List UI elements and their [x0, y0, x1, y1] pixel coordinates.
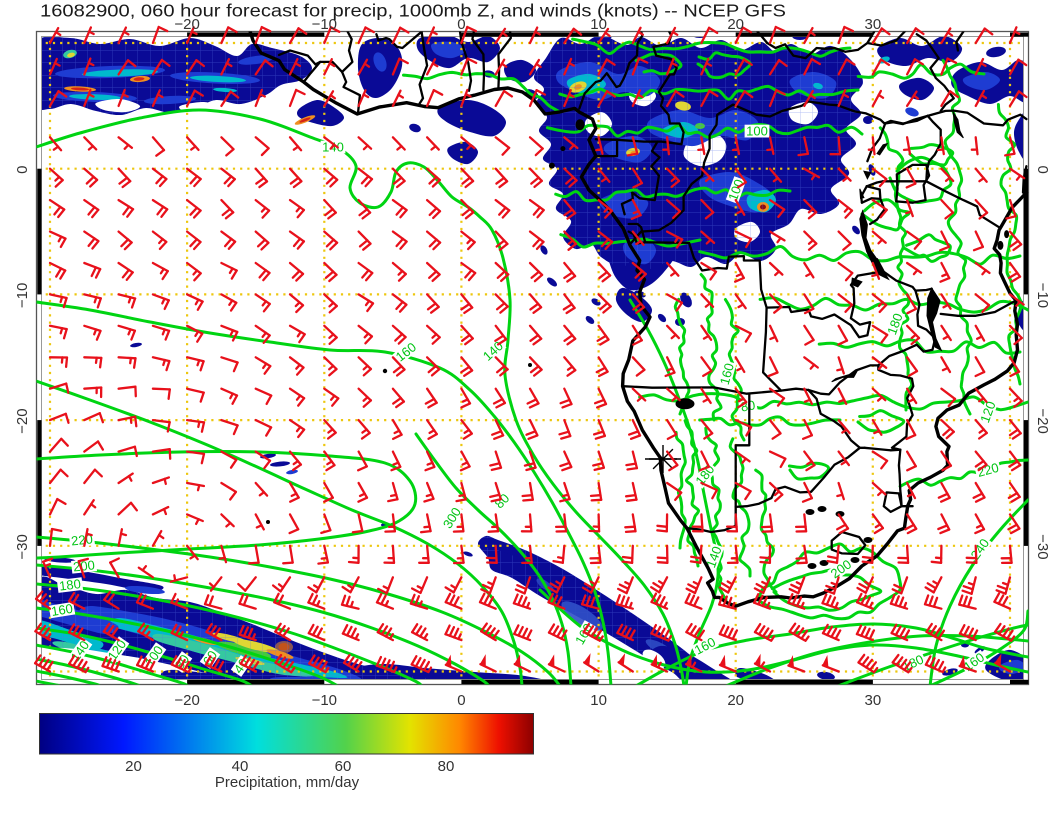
svg-text:−30: −30: [14, 534, 31, 559]
svg-text:60: 60: [335, 758, 352, 775]
svg-text:16082900, 060 hour forecast fo: 16082900, 060 hour forecast for precip, …: [40, 1, 786, 21]
svg-text:−20: −20: [1034, 408, 1051, 433]
svg-text:30: 30: [865, 692, 882, 709]
svg-text:20: 20: [727, 16, 744, 33]
svg-text:100: 100: [746, 123, 768, 138]
svg-text:−10: −10: [312, 16, 337, 33]
svg-text:0: 0: [457, 692, 465, 709]
svg-text:40: 40: [231, 656, 252, 676]
svg-text:−20: −20: [14, 408, 31, 433]
svg-text:160: 160: [50, 601, 74, 619]
svg-text:220: 220: [70, 531, 93, 548]
svg-text:−10: −10: [1034, 283, 1051, 308]
svg-text:180: 180: [58, 576, 81, 594]
svg-text:10: 10: [590, 16, 607, 33]
svg-text:180: 180: [884, 311, 906, 337]
svg-text:140: 140: [703, 544, 725, 570]
svg-text:160: 160: [717, 362, 737, 387]
svg-text:−10: −10: [14, 283, 31, 308]
svg-text:10: 10: [590, 692, 607, 709]
svg-text:0: 0: [457, 16, 465, 33]
svg-text:20: 20: [125, 758, 142, 775]
svg-text:40: 40: [232, 758, 249, 775]
svg-text:20: 20: [727, 692, 744, 709]
svg-text:80: 80: [740, 397, 757, 414]
svg-text:−20: −20: [174, 692, 199, 709]
svg-text:−30: −30: [1034, 534, 1051, 559]
svg-text:80: 80: [438, 758, 455, 775]
svg-text:30: 30: [865, 16, 882, 33]
svg-text:0: 0: [1034, 166, 1051, 174]
svg-text:−10: −10: [312, 692, 337, 709]
svg-text:220: 220: [976, 460, 1001, 480]
svg-text:Precipitation, mm/day: Precipitation, mm/day: [215, 774, 360, 791]
svg-text:100: 100: [725, 177, 747, 203]
svg-text:0: 0: [14, 166, 31, 174]
svg-text:120: 120: [977, 399, 999, 425]
svg-text:−20: −20: [174, 16, 199, 33]
